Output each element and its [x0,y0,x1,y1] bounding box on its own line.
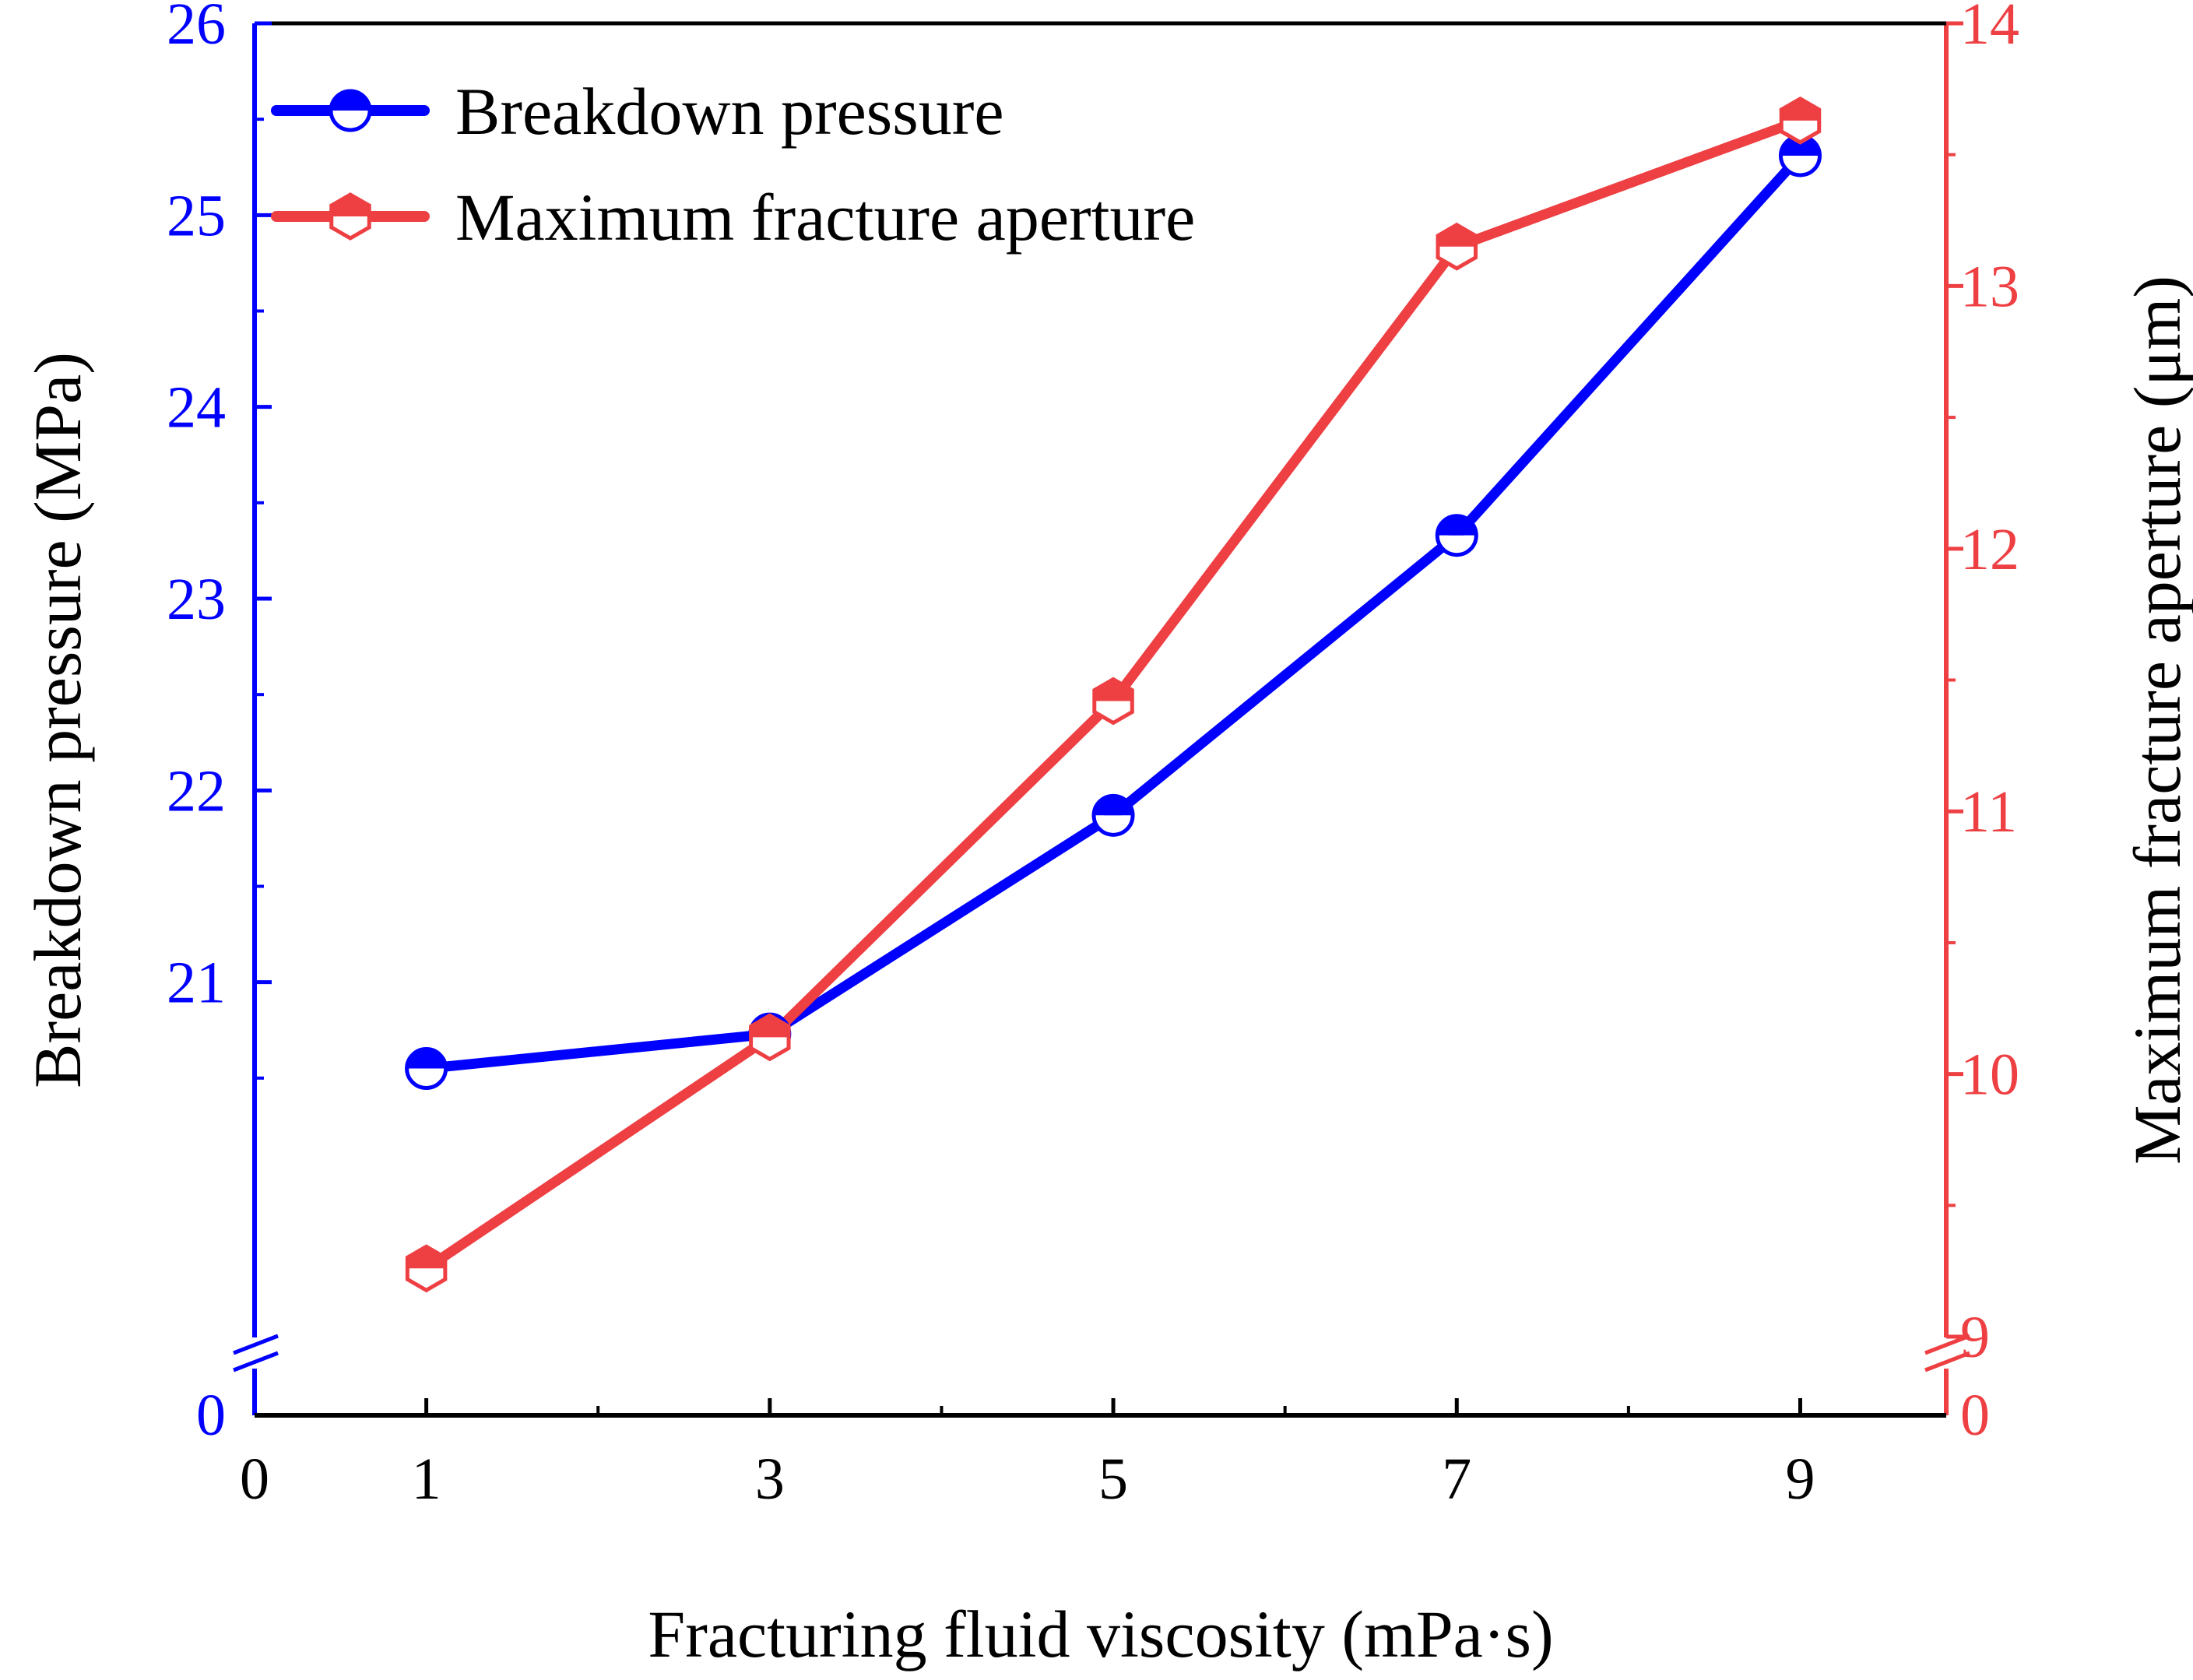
data-point-breakdown-pressure-x7 [1435,514,1478,557]
legend-item-breakdown-pressure: Breakdown pressure [271,74,1004,149]
y-right-tick-label-9: 9 [1960,1305,1990,1370]
x-tick-label-1: 1 [412,1446,441,1512]
legend-marker-icon-breakdown-pressure-outline [329,89,372,132]
y-left-tick-label-25: 25 [167,183,226,248]
series-line-breakdown-pressure [421,150,1805,1074]
legend-label-maximum-fracture-aperture: Maximum fracture aperture [455,180,1195,255]
data-point-breakdown-pressure-x5-bottom-half [1094,815,1133,835]
data-point-breakdown-pressure-x1-top-half [406,1049,446,1069]
series-markers [405,96,1822,1293]
data-point-maximum-fracture-aperture-x9-top-half [1781,98,1819,132]
data-point-breakdown-pressure-x9 [1778,134,1822,177]
x-tick-label-9: 9 [1785,1446,1815,1512]
data-point-maximum-fracture-aperture-x5-top-half [1094,679,1133,712]
legend-marker-breakdown-pressure [329,89,372,132]
data-point-maximum-fracture-aperture-x7-outline [1436,222,1478,271]
left-axis-break-mark-1 [233,1334,279,1355]
data-point-breakdown-pressure-x7-bottom-half [1437,535,1477,555]
data-point-breakdown-pressure-x9-top-half [1780,135,1820,156]
left-axis-break-mark-2 [233,1351,279,1372]
data-point-maximum-fracture-aperture-x1-outline [405,1244,448,1293]
y-left-tick-label-22: 22 [167,758,226,824]
x-tick-label-5: 5 [1098,1446,1128,1512]
data-point-breakdown-pressure-x1-outline [405,1047,448,1091]
y-right-tick-label-10: 10 [1960,1042,2019,1108]
data-point-breakdown-pressure-x9-bottom-half [1780,155,1820,175]
y-left-tick-label-24: 24 [167,375,226,441]
data-point-maximum-fracture-aperture-x5-outline [1092,677,1134,726]
legend-marker-icon-breakdown-pressure [329,89,372,132]
legend: Breakdown pressure Maximum fracture aper… [271,74,1195,255]
data-point-breakdown-pressure-x7-top-half [1437,515,1477,536]
data-point-maximum-fracture-aperture-x9-outline [1779,96,1822,145]
right-axis-break-mark-2 [1924,1351,1970,1372]
legend-marker-icon-breakdown-pressure-top-half [331,91,370,111]
y-right-tick-label-12: 12 [1960,517,2019,582]
y-left-tick-label-0: 0 [196,1383,226,1448]
legend-marker-maximum-fracture-aperture [329,192,371,241]
y-right-tick-label-13: 13 [1960,254,2019,319]
data-point-maximum-fracture-aperture-x1-top-half [407,1246,445,1280]
data-point-maximum-fracture-aperture-x1 [405,1244,448,1293]
data-point-breakdown-pressure-x1-bottom-half [406,1068,446,1088]
data-point-breakdown-pressure-x7-outline [1435,514,1478,557]
data-point-breakdown-pressure-x1 [405,1047,448,1091]
y-left-tick-label-23: 23 [167,567,226,632]
data-point-maximum-fracture-aperture-x7 [1436,222,1478,271]
x-axis-title: Fracturing fluid viscosity (mPa·s) [648,1597,1553,1671]
data-point-breakdown-pressure-x5-outline [1091,793,1135,837]
legend-marker-icon-maximum-fracture-aperture [329,192,371,241]
legend-item-maximum-fracture-aperture: Maximum fracture aperture [271,180,1195,255]
data-point-maximum-fracture-aperture-x9 [1779,96,1822,145]
y-left-tick-label-21: 21 [167,951,226,1016]
data-point-breakdown-pressure-x5-top-half [1094,796,1133,816]
legend-label-breakdown-pressure: Breakdown pressure [455,74,1004,149]
data-point-maximum-fracture-aperture-x3 [749,1013,791,1062]
x-tick-label-3: 3 [755,1446,785,1512]
legend-marker-icon-maximum-fracture-aperture-top-half [331,195,370,227]
y-axis-title-left: Breakdown pressure (MPa) [20,352,95,1088]
y-left-tick-label-26: 26 [167,0,226,57]
x-tick-label-0: 0 [240,1446,269,1512]
y-right-tick-label-14: 14 [1960,0,2019,57]
data-point-maximum-fracture-aperture-x7-top-half [1438,224,1476,258]
data-point-maximum-fracture-aperture-x3-top-half [750,1015,789,1049]
right-axis-break-mark-1 [1924,1334,1970,1355]
legend-marker-icon-breakdown-pressure-bottom-half [331,111,370,130]
y-right-tick-label-0: 0 [1960,1383,1990,1448]
data-point-maximum-fracture-aperture-x3-outline [749,1013,791,1062]
x-tick-label-7: 7 [1442,1446,1471,1512]
legend-marker-icon-maximum-fracture-aperture-outline [329,192,371,241]
y-axis-title-right: Maximum fracture aperture (μm) [2120,276,2193,1165]
data-point-maximum-fracture-aperture-x5 [1092,677,1134,726]
data-point-breakdown-pressure-x5 [1091,793,1135,837]
y-right-tick-label-11: 11 [1960,779,2017,845]
